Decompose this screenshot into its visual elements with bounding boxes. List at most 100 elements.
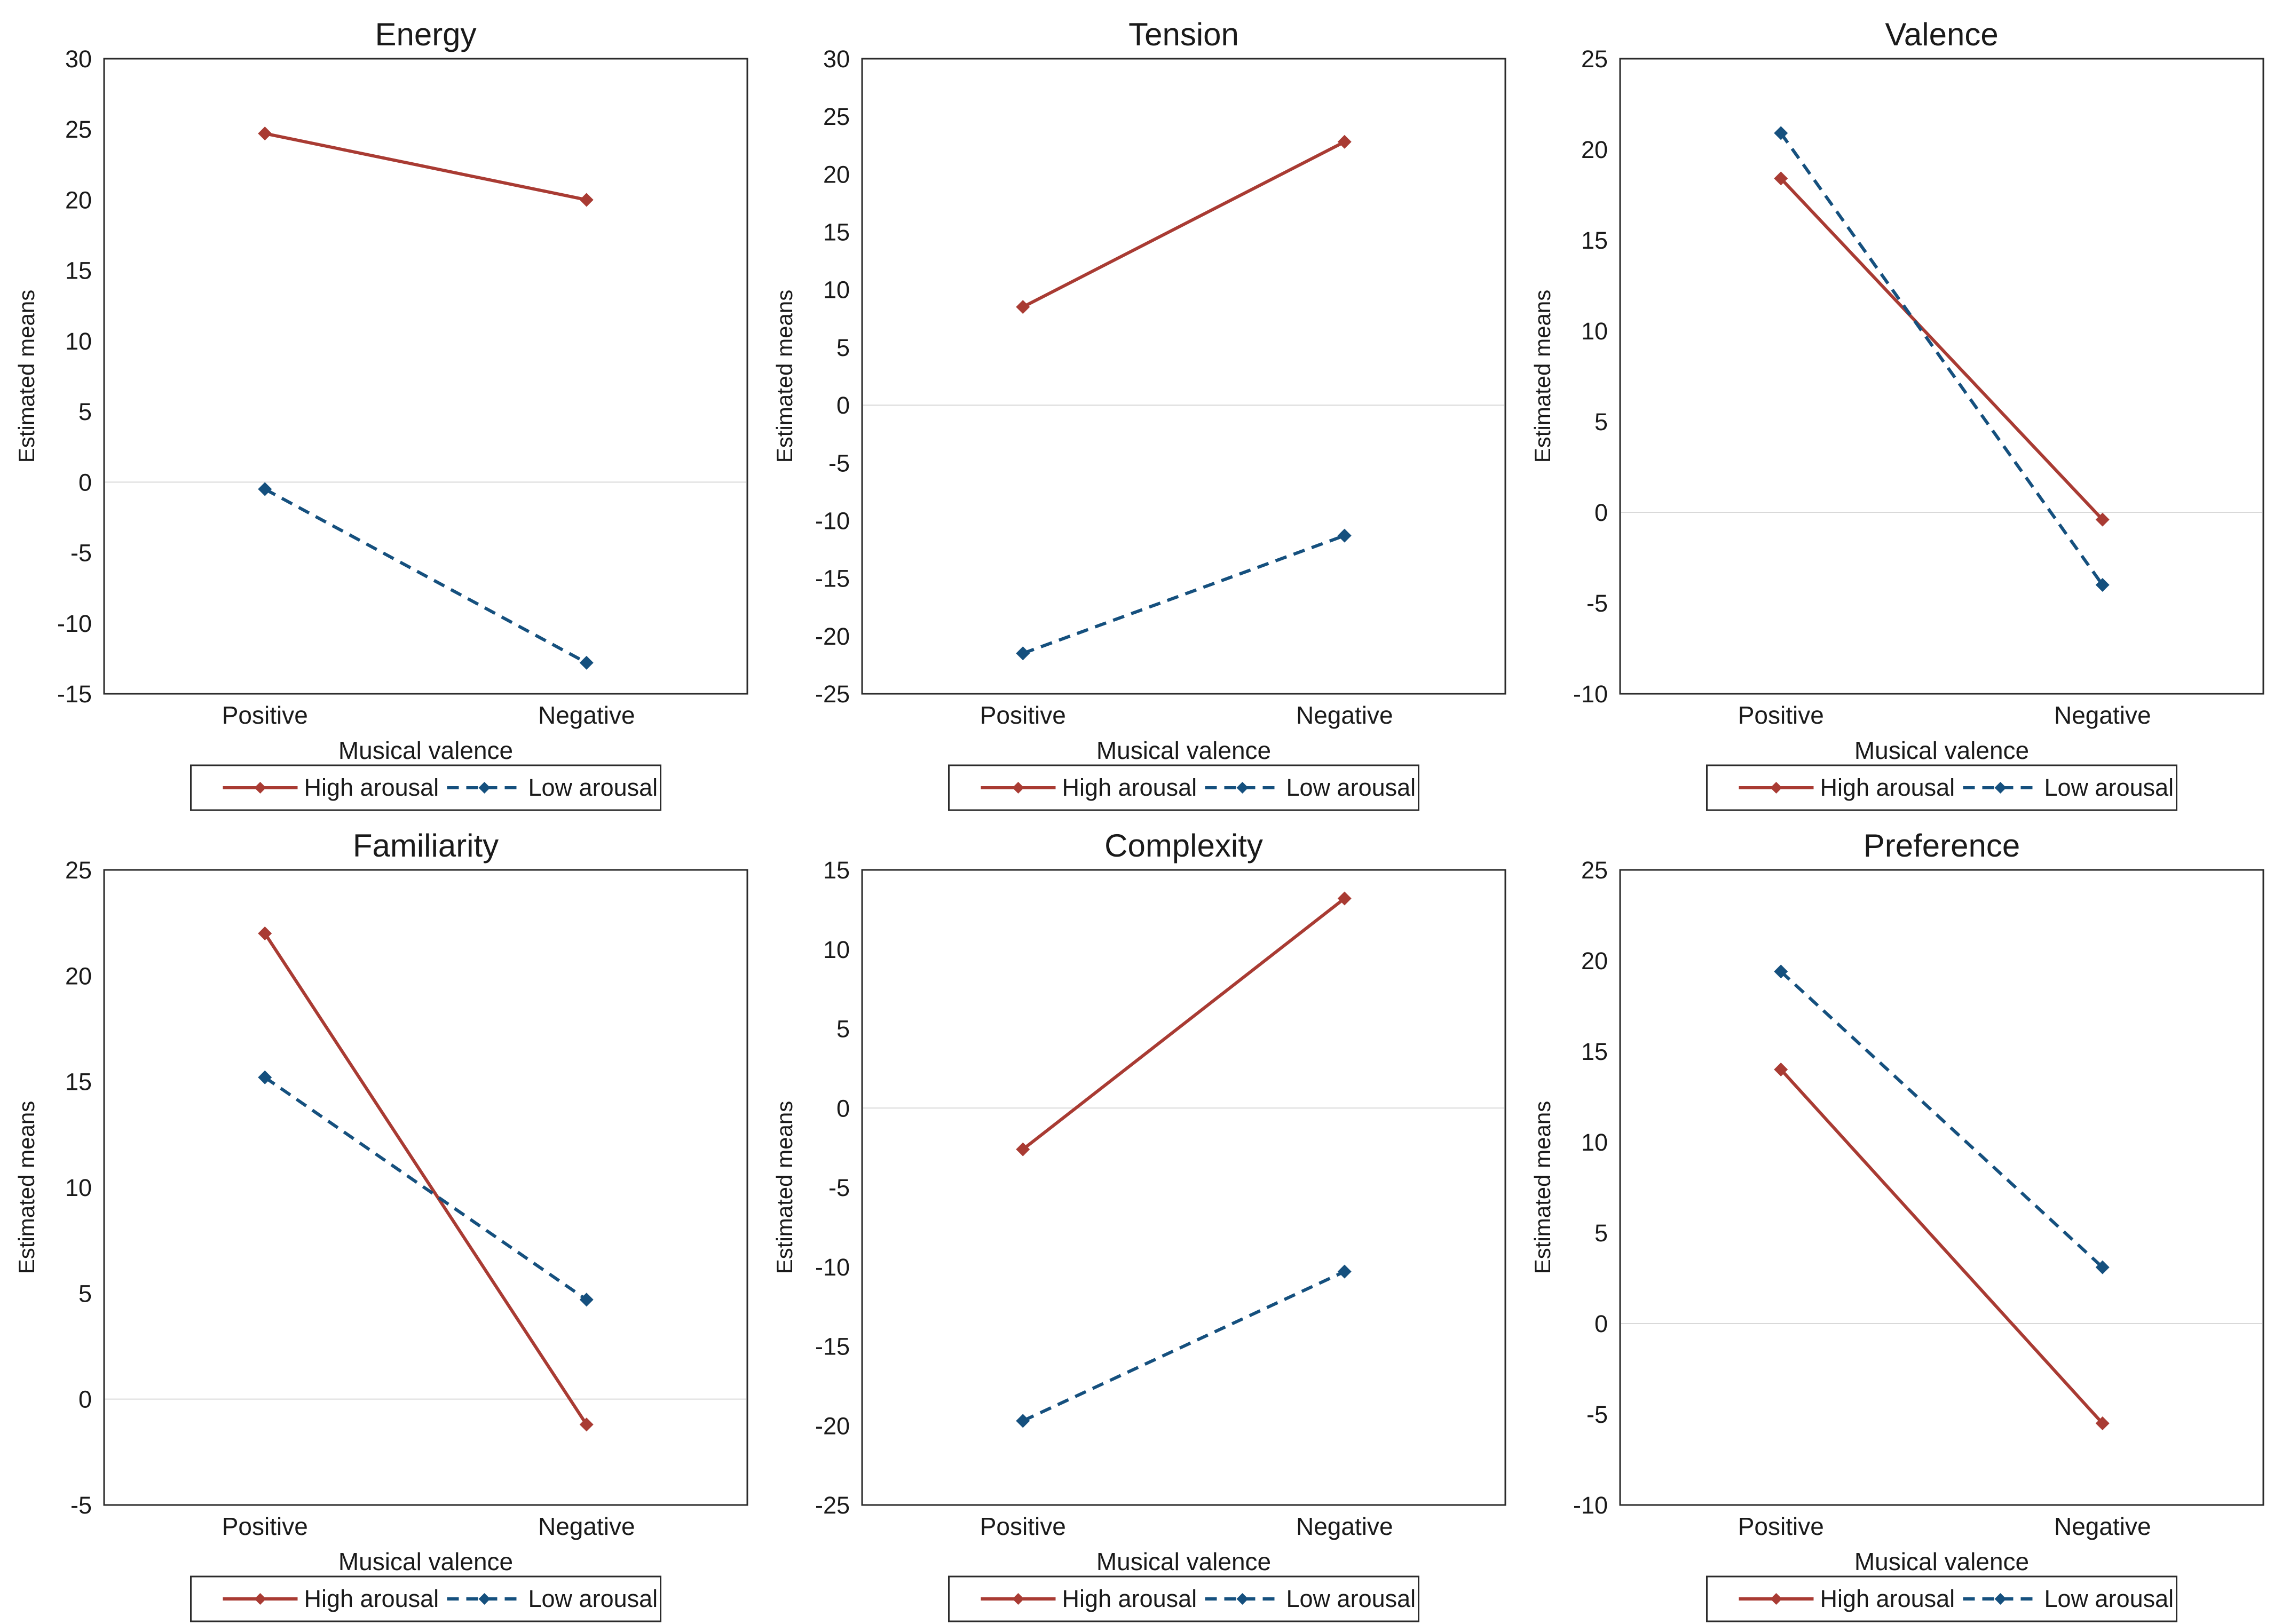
y-tick-label: -15 <box>57 680 92 708</box>
plot-area <box>103 58 748 695</box>
x-category-label: Positive <box>980 701 1066 729</box>
marker-high-arousal-icon <box>2095 1416 2110 1430</box>
y-tick-label: 0 <box>836 1095 850 1122</box>
plot-area <box>861 58 1506 695</box>
chart-title: Complexity <box>1104 828 1263 864</box>
legend-marker-high-arousal-icon <box>1770 1593 1782 1605</box>
y-tick-label: 30 <box>823 45 850 73</box>
legend-marker-low-arousal-icon <box>478 1593 491 1605</box>
y-axis-label: Estimated means <box>772 290 797 463</box>
x-category-label: Negative <box>1296 701 1393 729</box>
chart-tension: Tension Estimated means 30 25 20 15 10 5 0 -5 -10 -… <box>772 17 1506 811</box>
y-tick-label: -5 <box>1586 590 1608 617</box>
panel-tension: Tension Estimated means 30 25 20 15 10 5 0 -5 -10 -… <box>758 0 1516 811</box>
series-line-low-arousal <box>264 1076 588 1301</box>
marker-low-arousal-icon <box>1774 126 1788 140</box>
y-tick-label: 0 <box>1594 499 1608 526</box>
y-tick-label: -5 <box>70 540 92 567</box>
y-tick-label: 0 <box>1594 1310 1608 1337</box>
legend-marker-low-arousal-icon <box>478 782 491 794</box>
series-line-low-arousal <box>1779 132 2104 586</box>
legend-marker-low-arousal-icon <box>1236 1593 1249 1605</box>
marker-high-arousal-icon <box>579 193 594 207</box>
marker-high-arousal-icon <box>1337 134 1352 149</box>
x-category-label: Negative <box>2054 1512 2151 1540</box>
x-category-label: Positive <box>222 1512 308 1540</box>
y-tick-label: 10 <box>1581 318 1608 345</box>
marker-low-arousal-icon <box>1337 1264 1352 1279</box>
panel-complexity: Complexity Estimated means 15 10 5 0 -5 -10 -15 -… <box>758 811 1516 1624</box>
panel-energy: Energy Estimated means 30 25 20 15 10 5 0 -5 -10 -1… <box>0 0 758 811</box>
x-category-label: Negative <box>538 1512 635 1540</box>
y-tick-label: 0 <box>78 1386 92 1413</box>
chart-title: Energy <box>375 17 476 52</box>
marker-low-arousal-icon <box>1774 964 1788 979</box>
legend-label-low-arousal: Low arousal <box>2044 774 2174 801</box>
y-tick-label: 10 <box>823 276 850 304</box>
x-axis-label: Musical valence <box>1854 736 2029 764</box>
marker-low-arousal-icon <box>258 482 272 496</box>
chart-familiarity: Familiarity Estimated means 25 20 15 10 5 0 -5 Po… <box>14 828 748 1622</box>
x-axis-label: Musical valence <box>1096 736 1271 764</box>
series-line-low-arousal <box>264 487 588 664</box>
y-tick-label: 15 <box>65 257 92 284</box>
series-line-high-arousal <box>263 932 588 1425</box>
y-tick-label: 25 <box>1581 857 1608 884</box>
plot-area <box>1619 58 2264 695</box>
marker-high-arousal-icon <box>1016 300 1030 314</box>
series-line-high-arousal <box>264 132 587 202</box>
chart-title: Tension <box>1128 17 1239 52</box>
y-tick-label: 20 <box>1581 136 1608 163</box>
y-tick-label: 25 <box>65 116 92 143</box>
series-line-low-arousal <box>1780 970 2104 1269</box>
x-category-label: Positive <box>1738 1512 1824 1540</box>
marker-high-arousal-icon <box>1774 171 1788 186</box>
y-tick-label: 20 <box>65 962 92 989</box>
y-tick-label: -15 <box>815 565 850 592</box>
y-tick-label: 15 <box>1581 227 1608 254</box>
legend-marker-low-arousal-icon <box>1236 782 1249 794</box>
y-tick-label: 5 <box>78 398 92 425</box>
y-tick-label: -25 <box>815 1492 850 1519</box>
marker-low-arousal-icon <box>1016 1414 1030 1428</box>
legend-marker-high-arousal-icon <box>1770 782 1782 794</box>
y-tick-label: 10 <box>823 936 850 963</box>
y-axis-label: Estimated means <box>1530 290 1555 463</box>
y-tick-label: -5 <box>828 449 850 477</box>
chart-energy: Energy Estimated means 30 25 20 15 10 5 0 -5 -10 -1… <box>14 17 748 811</box>
panel-familiarity: Familiarity Estimated means 25 20 15 10 5 0 -5 Po… <box>0 811 758 1624</box>
x-category-label: Positive <box>1738 701 1824 729</box>
legend-marker-low-arousal-icon <box>1994 782 2007 794</box>
legend-label-high-arousal: High arousal <box>1062 1585 1197 1612</box>
marker-low-arousal-icon <box>579 1293 594 1307</box>
legend-label-low-arousal: Low arousal <box>528 1585 658 1612</box>
y-tick-label: -10 <box>1573 680 1608 708</box>
x-axis-label: Musical valence <box>1854 1548 2029 1575</box>
y-tick-label: 30 <box>65 45 92 73</box>
y-axis-label: Estimated means <box>1530 1101 1555 1274</box>
series-line-low-arousal <box>1022 1270 1346 1423</box>
legend-marker-low-arousal-icon <box>1994 1593 2007 1605</box>
y-tick-label: -15 <box>815 1333 850 1360</box>
legend-label-high-arousal: High arousal <box>1820 1585 1955 1612</box>
legend-label-low-arousal: Low arousal <box>528 774 658 801</box>
chart-valence: Valence Estimated means 25 20 15 10 5 0 -5 -10 Pos… <box>1530 17 2264 811</box>
legend-label-low-arousal: Low arousal <box>1286 774 1416 801</box>
y-tick-label: -10 <box>1573 1492 1608 1519</box>
y-axis-label: Estimated means <box>772 1101 797 1274</box>
legend-box <box>1706 1575 2177 1622</box>
chart-complexity: Complexity Estimated means 15 10 5 0 -5 -10 -15 -… <box>772 828 1506 1622</box>
marker-high-arousal-icon <box>1774 1063 1788 1076</box>
x-category-label: Negative <box>2054 701 2151 729</box>
marker-low-arousal-icon <box>2095 578 2110 592</box>
marker-low-arousal-icon <box>579 655 594 670</box>
legend-marker-high-arousal-icon <box>1012 782 1024 794</box>
x-axis-label: Musical valence <box>338 736 513 764</box>
y-tick-label: -20 <box>815 623 850 650</box>
y-tick-label: 5 <box>1594 408 1608 435</box>
plot-area <box>1619 869 2264 1506</box>
legend-label-high-arousal: High arousal <box>1062 774 1197 801</box>
marker-low-arousal-icon <box>1337 528 1352 543</box>
chart-title: Preference <box>1864 828 2020 864</box>
